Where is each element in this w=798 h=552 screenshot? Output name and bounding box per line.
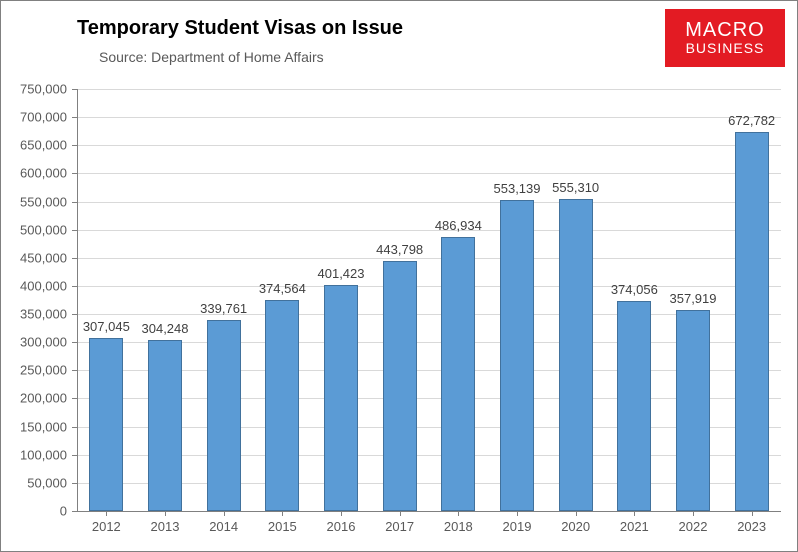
bar-value-label: 672,782 bbox=[728, 113, 775, 128]
x-axis-label: 2019 bbox=[503, 519, 532, 534]
x-tick-mark bbox=[576, 511, 577, 516]
macrobusiness-logo: MACRO BUSINESS bbox=[665, 9, 785, 67]
x-axis-label: 2017 bbox=[385, 519, 414, 534]
x-axis bbox=[77, 511, 781, 512]
x-tick-mark bbox=[400, 511, 401, 516]
bar-value-label: 339,761 bbox=[200, 301, 247, 316]
bar-value-label: 374,564 bbox=[259, 281, 306, 296]
x-axis-label: 2023 bbox=[737, 519, 766, 534]
y-axis bbox=[77, 89, 78, 511]
y-axis-label: 750,000 bbox=[20, 82, 67, 97]
x-tick-mark bbox=[282, 511, 283, 516]
y-axis-label: 550,000 bbox=[20, 194, 67, 209]
bar bbox=[148, 340, 182, 511]
bar bbox=[676, 310, 710, 511]
x-axis-label: 2012 bbox=[92, 519, 121, 534]
x-axis-label: 2021 bbox=[620, 519, 649, 534]
bar bbox=[324, 285, 358, 511]
y-axis-label: 100,000 bbox=[20, 447, 67, 462]
y-axis-label: 0 bbox=[60, 504, 67, 519]
x-axis-label: 2018 bbox=[444, 519, 473, 534]
x-tick-mark bbox=[106, 511, 107, 516]
x-axis-label: 2016 bbox=[327, 519, 356, 534]
y-axis-label: 500,000 bbox=[20, 222, 67, 237]
bar bbox=[735, 132, 769, 511]
bar bbox=[441, 237, 475, 511]
gridline bbox=[77, 202, 781, 203]
bar-value-label: 443,798 bbox=[376, 242, 423, 257]
gridline bbox=[77, 89, 781, 90]
y-axis-label: 300,000 bbox=[20, 335, 67, 350]
x-tick-mark bbox=[224, 511, 225, 516]
y-axis-label: 650,000 bbox=[20, 138, 67, 153]
y-axis-label: 700,000 bbox=[20, 110, 67, 125]
logo-line2: BUSINESS bbox=[686, 41, 765, 56]
gridline bbox=[77, 230, 781, 231]
gridline bbox=[77, 258, 781, 259]
x-axis-label: 2022 bbox=[679, 519, 708, 534]
x-tick-mark bbox=[634, 511, 635, 516]
bar-value-label: 555,310 bbox=[552, 180, 599, 195]
y-axis-label: 50,000 bbox=[27, 475, 67, 490]
x-tick-mark bbox=[693, 511, 694, 516]
chart-source: Source: Department of Home Affairs bbox=[99, 49, 324, 65]
x-axis-label: 2013 bbox=[151, 519, 180, 534]
bar bbox=[265, 300, 299, 511]
bar-value-label: 307,045 bbox=[83, 319, 130, 334]
bar-value-label: 304,248 bbox=[142, 321, 189, 336]
bar-value-label: 357,919 bbox=[670, 291, 717, 306]
gridline bbox=[77, 173, 781, 174]
logo-line1: MACRO bbox=[685, 19, 764, 41]
gridline bbox=[77, 117, 781, 118]
bar-value-label: 374,056 bbox=[611, 282, 658, 297]
y-axis-label: 250,000 bbox=[20, 363, 67, 378]
chart-title: Temporary Student Visas on Issue bbox=[77, 17, 403, 40]
bar bbox=[207, 320, 241, 511]
x-tick-mark bbox=[341, 511, 342, 516]
x-axis-label: 2015 bbox=[268, 519, 297, 534]
x-tick-mark bbox=[752, 511, 753, 516]
bar-value-label: 486,934 bbox=[435, 218, 482, 233]
gridline bbox=[77, 145, 781, 146]
y-axis-label: 450,000 bbox=[20, 250, 67, 265]
y-axis-label: 600,000 bbox=[20, 166, 67, 181]
bar bbox=[383, 261, 417, 511]
bar bbox=[89, 338, 123, 511]
y-axis-label: 350,000 bbox=[20, 307, 67, 322]
chart-container: MACRO BUSINESS Temporary Student Visas o… bbox=[0, 0, 798, 552]
y-axis-label: 150,000 bbox=[20, 419, 67, 434]
bar bbox=[559, 199, 593, 511]
x-axis-label: 2020 bbox=[561, 519, 590, 534]
x-axis-label: 2014 bbox=[209, 519, 238, 534]
y-axis-label: 400,000 bbox=[20, 278, 67, 293]
x-tick-mark bbox=[165, 511, 166, 516]
x-tick-mark bbox=[458, 511, 459, 516]
plot-area: 307,045 304,248 339,761 374,564 401,423 443,7… bbox=[77, 89, 781, 511]
y-axis-label: 200,000 bbox=[20, 391, 67, 406]
bar-value-label: 553,139 bbox=[494, 181, 541, 196]
x-tick-mark bbox=[517, 511, 518, 516]
gridline bbox=[77, 286, 781, 287]
bar bbox=[617, 301, 651, 511]
bar-value-label: 401,423 bbox=[318, 266, 365, 281]
bar bbox=[500, 200, 534, 511]
